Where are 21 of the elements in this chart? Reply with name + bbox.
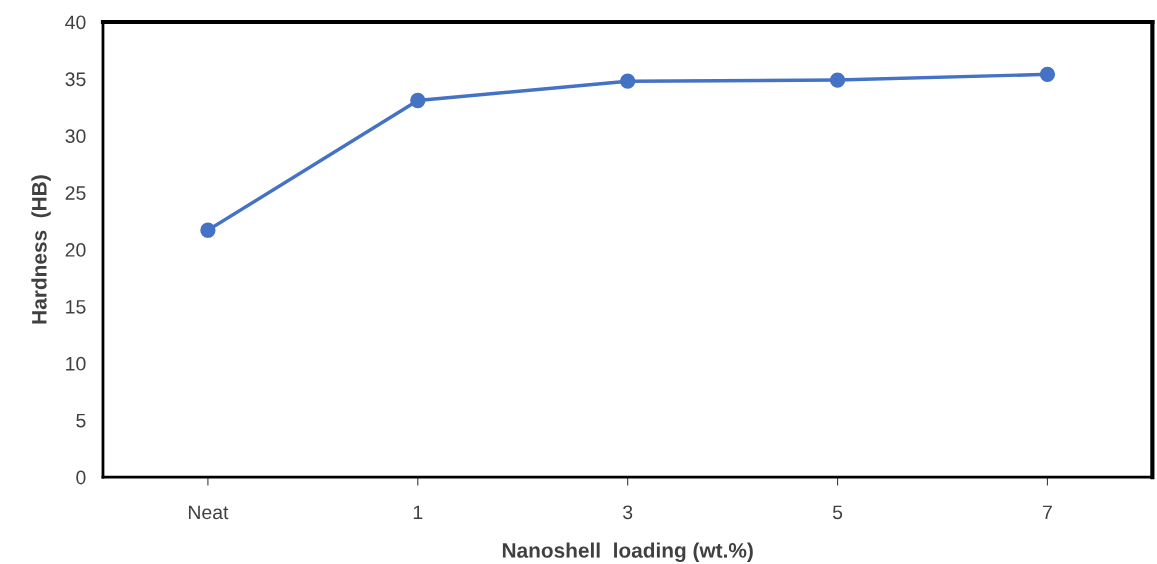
point: [620, 73, 636, 89]
point: [829, 72, 846, 88]
y-tick-label: 30: [65, 129, 86, 144]
x-tick-label: 1: [413, 505, 423, 520]
y-tick-label: 5: [76, 413, 86, 428]
y-tick-label: 40: [65, 15, 86, 30]
y-tick-label: 25: [65, 186, 86, 200]
x-axis-title: Nanoshell loading (wt.%): [502, 542, 753, 562]
point: [200, 222, 216, 238]
y-tick-label: 15: [66, 300, 86, 314]
point: [1039, 66, 1056, 82]
point: [410, 92, 426, 109]
x-tick-label: Neat: [188, 505, 229, 520]
x-tick-label: 5: [832, 505, 843, 520]
y-tick-label: 10: [66, 356, 86, 371]
x-tick-label: 7: [1043, 505, 1052, 520]
y-tick-label: 20: [65, 243, 86, 257]
y-axis-title: Hardness (HB): [31, 175, 51, 324]
y-tick-label: 35: [65, 72, 86, 87]
x-tick-label: 3: [623, 505, 633, 520]
y-tick-label: 0: [76, 470, 86, 485]
